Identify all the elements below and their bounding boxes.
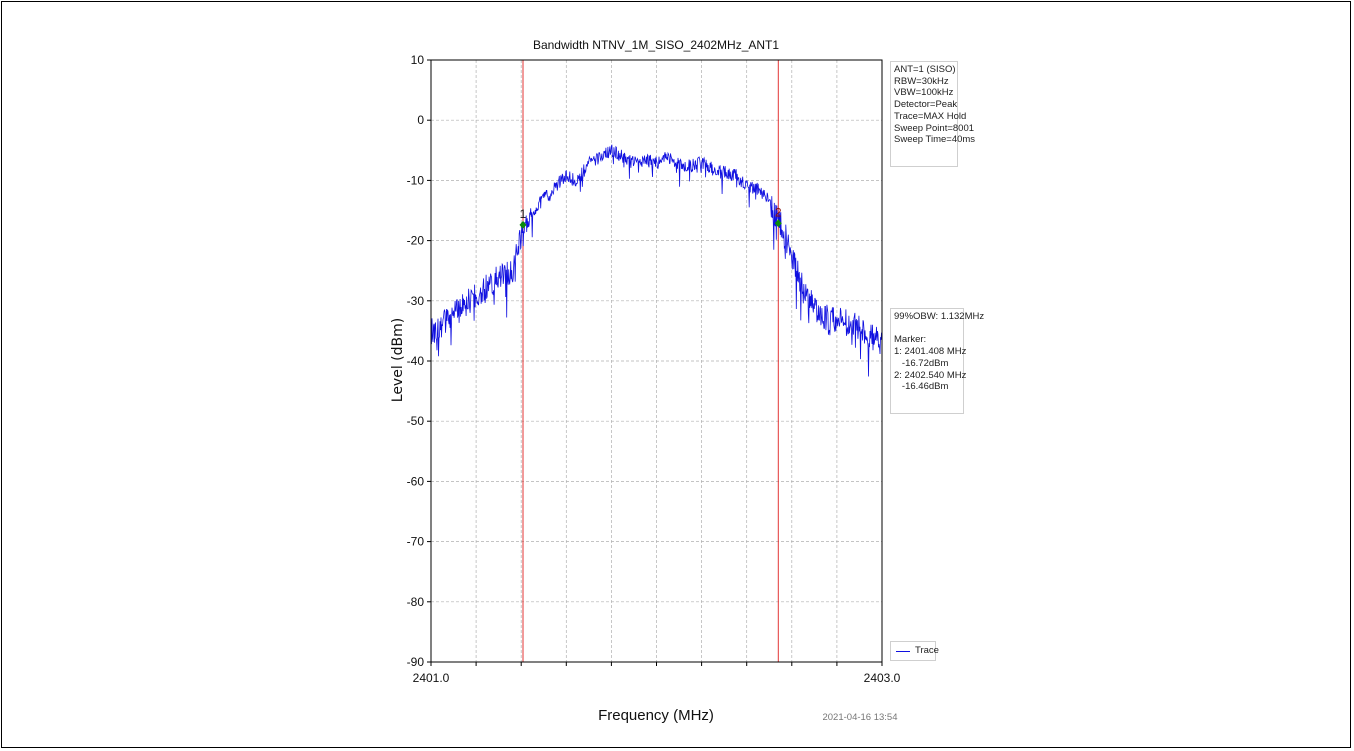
grid: [431, 60, 882, 662]
y-tick-label: -80: [407, 595, 425, 609]
y-tick-label: -20: [407, 234, 425, 248]
trace-series: [430, 144, 883, 377]
y-tick-label: -10: [407, 173, 425, 187]
timestamp: 2021-04-16 13:54: [822, 712, 897, 723]
y-tick-label: -30: [407, 294, 425, 308]
y-tick-label: 0: [417, 113, 424, 127]
x-axis-label: Frequency (MHz): [598, 707, 714, 724]
axis-ticks: 10 0 -10 -20 -30 -40 -50 -60 -70 -80 -90 2401.0 2403…: [407, 53, 901, 685]
legend-label-trace: Trace: [915, 645, 939, 656]
marker-lines: [522, 60, 779, 662]
y-tick-label: -40: [407, 354, 425, 368]
y-tick-label: -50: [407, 414, 425, 428]
legend: Trace: [890, 641, 939, 661]
y-tick-label: 10: [411, 53, 425, 67]
chart-title: Bandwidth NTNV_1M_SISO_2402MHz_ANT1: [533, 38, 779, 52]
x-tick-label: 2401.0: [413, 671, 450, 685]
trace-line: [430, 144, 883, 377]
marker-point-1: [519, 220, 527, 229]
y-tick-label: -70: [407, 535, 425, 549]
marker-label-1: 1: [520, 207, 527, 221]
settings-box: ANT=1 (SISO) RBW=30kHz VBW=100kHz Detect…: [890, 61, 975, 167]
legend-line-swatch: [896, 651, 910, 652]
marker-label-2: 2: [775, 205, 782, 219]
y-axis-label: Level (dBm): [390, 318, 406, 402]
x-tick-label: 2403.0: [864, 671, 901, 685]
y-tick-label: -60: [407, 474, 425, 488]
marker-point-2: [774, 219, 782, 228]
y-tick-label: -90: [407, 655, 425, 669]
result-box: 99%OBW: 1.132MHz Marker: 1: 2401.408 MHz…: [890, 308, 984, 414]
